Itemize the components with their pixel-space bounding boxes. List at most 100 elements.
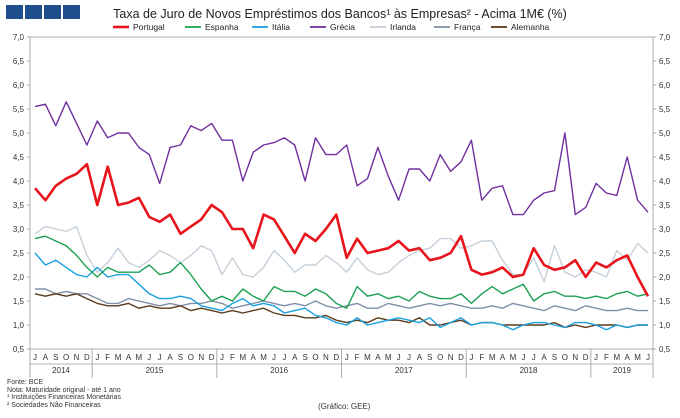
series-line-grécia: [34, 101, 649, 216]
x-month-label: M: [613, 353, 620, 362]
x-month-label: J: [33, 353, 37, 362]
y-tick-label-right: 6,0: [659, 81, 671, 90]
y-tick-label-left: 2,0: [13, 273, 25, 282]
y-tick-label-left: 7,0: [13, 33, 25, 42]
x-month-label: M: [385, 353, 392, 362]
x-month-label: N: [198, 353, 204, 362]
x-month-label: O: [312, 353, 318, 362]
legend-label-alemanha: Alemanha: [511, 22, 550, 32]
x-month-label: S: [552, 353, 557, 362]
series-line-portugal: [34, 162, 650, 297]
plot-frame: [29, 36, 654, 350]
y-tick-label-left: 4,5: [13, 153, 25, 162]
y-tick-label-left: 5,5: [13, 105, 25, 114]
y-tick-label-left: 6,0: [13, 81, 25, 90]
x-month-label: A: [251, 353, 257, 362]
series-line-frança: [35, 288, 648, 312]
x-month-label: A: [167, 353, 173, 362]
x-month-label: O: [188, 353, 194, 362]
x-month-label: F: [479, 353, 484, 362]
x-month-label: O: [63, 353, 69, 362]
x-month-label: F: [355, 353, 360, 362]
x-month-label: M: [364, 353, 371, 362]
x-month-label: J: [272, 353, 276, 362]
y-tick-label-right: 5,0: [659, 129, 671, 138]
x-month-label: J: [646, 353, 650, 362]
y-tick-label-right: 2,0: [659, 273, 671, 282]
x-month-label: M: [489, 353, 496, 362]
footnote-source: Fonte: BCE: [7, 379, 44, 386]
y-tick-label-right: 7,0: [659, 33, 671, 42]
x-month-label: M: [260, 353, 267, 362]
x-month-label: A: [500, 353, 506, 362]
x-month-label: S: [178, 353, 183, 362]
x-month-label: N: [572, 353, 578, 362]
x-month-label: D: [583, 353, 589, 362]
x-month-label: J: [521, 353, 525, 362]
x-year-label: 2016: [270, 366, 288, 375]
x-month-label: J: [407, 353, 411, 362]
x-month-label: A: [292, 353, 298, 362]
legend-label-portugal: Portugal: [133, 22, 165, 32]
x-month-label: J: [95, 353, 99, 362]
x-year-label: 2015: [146, 366, 164, 375]
x-month-label: J: [594, 353, 598, 362]
y-tick-label-right: 3,0: [659, 225, 671, 234]
gee-logo: [6, 5, 80, 19]
y-tick-label-right: 5,5: [659, 105, 671, 114]
x-month-label: D: [209, 353, 215, 362]
x-month-label: A: [43, 353, 49, 362]
x-month-label: A: [126, 353, 132, 362]
y-tick-label-left: 1,5: [13, 297, 25, 306]
x-month-label: M: [136, 353, 143, 362]
y-tick-label-right: 1,5: [659, 297, 671, 306]
x-month-label: F: [230, 353, 235, 362]
x-month-label: M: [239, 353, 246, 362]
y-tick-label-right: 4,0: [659, 177, 671, 186]
x-year-label: 2018: [520, 366, 538, 375]
y-tick-label-left: 0,5: [13, 345, 25, 354]
footnote-1: ¹ Instituições Financeiras Monetárias: [7, 394, 121, 401]
x-month-label: A: [625, 353, 631, 362]
footnote-note: Nota: Maturidade original - até 1 ano: [7, 386, 121, 394]
x-month-label: D: [333, 353, 339, 362]
legend-label-frança: França: [454, 22, 481, 32]
x-year-label: 2014: [52, 366, 70, 375]
footnote-2: ² Sociedades Não Financeiras: [7, 401, 101, 409]
legend-label-espanha: Espanha: [205, 22, 239, 32]
y-tick-label-right: 3,5: [659, 201, 671, 210]
x-year-label: 2017: [395, 366, 413, 375]
chart-title: Taxa de Juro de Novos Empréstimos dos Ba…: [113, 7, 567, 21]
x-month-label: M: [634, 353, 641, 362]
y-tick-label-right: 2,5: [659, 249, 671, 258]
chart-credit: (Gráfico: GEE): [318, 402, 371, 411]
series-line-espanha: [34, 235, 649, 309]
y-tick-label-left: 3,5: [13, 201, 25, 210]
series-line-itália: [34, 252, 648, 331]
x-month-label: N: [74, 353, 80, 362]
x-month-label: J: [397, 353, 401, 362]
legend-label-grécia: Grécia: [330, 22, 355, 32]
x-month-label: M: [115, 353, 122, 362]
legend-label-irlanda: Irlanda: [390, 22, 416, 32]
x-month-label: D: [458, 353, 464, 362]
x-month-label: A: [417, 353, 423, 362]
y-tick-label-left: 4,0: [13, 177, 25, 186]
x-month-label: J: [282, 353, 286, 362]
y-tick-label-left: 6,5: [13, 57, 25, 66]
x-month-label: F: [604, 353, 609, 362]
series-line-alemanha: [34, 293, 648, 329]
x-month-label: O: [562, 353, 568, 362]
series-line-irlanda: [34, 225, 649, 283]
y-tick-label-left: 3,0: [13, 225, 25, 234]
x-month-label: S: [53, 353, 58, 362]
x-year-label: 2019: [613, 366, 631, 375]
y-tick-label-left: 5,0: [13, 129, 25, 138]
x-month-label: D: [84, 353, 90, 362]
x-month-label: S: [302, 353, 307, 362]
legend-label-itália: Itália: [272, 22, 290, 32]
x-month-label: J: [158, 353, 162, 362]
x-month-label: N: [448, 353, 454, 362]
x-month-label: J: [220, 353, 224, 362]
x-month-label: A: [541, 353, 547, 362]
